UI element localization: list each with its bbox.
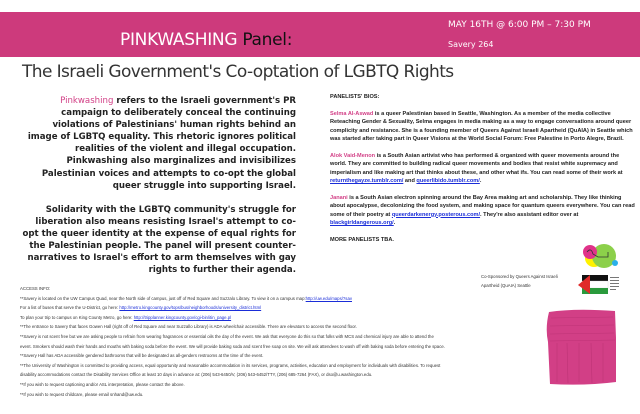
link-queerdarkenergy[interactable]: queerdarkenergy.posterous.com/ xyxy=(391,211,481,218)
access-line: disability accommodations contact the Di… xyxy=(20,372,373,378)
pink-paint-swatch xyxy=(546,309,616,385)
header-banner: PINKWASHING Panel: MAY 16TH @ 6:00 PM – … xyxy=(0,12,640,57)
access-line: **The entrance to Savery that faces Gowe… xyxy=(20,324,357,330)
access-line: **Savery is not scent free but we are as… xyxy=(20,333,434,339)
title-panel: Panel: xyxy=(242,30,293,50)
page-title: The Israeli Government's Co-optation of … xyxy=(22,62,454,82)
link-blackgirldangerous[interactable]: blackgirldangerous.org/ xyxy=(330,220,394,227)
metro-buses-link[interactable]: http://metro.kingcounty.gov/tops/bus/nei… xyxy=(119,305,262,311)
bio-text: . They're also assistant editor over at xyxy=(480,211,579,218)
bio-janani: Janani is a South Asian electron spinnin… xyxy=(330,194,635,227)
quaia-logo-icon xyxy=(583,244,618,268)
access-heading: ACCESS INFO: xyxy=(20,286,51,291)
access-line: For a list of buses that serve the U-Dis… xyxy=(20,303,620,313)
bio-text: is a South Asian artivist who has perfor… xyxy=(330,152,623,176)
bio-selma: Selma Al-Aswad is a queer Palestinian ba… xyxy=(330,110,635,144)
bio-text: is a queer Palestinian based in Seattle,… xyxy=(330,110,633,143)
access-line: **Savery is located on the UW Campus Qua… xyxy=(20,294,620,304)
trip-planner-link[interactable]: http://tripplanner.kingcounty.gov/cgi-bi… xyxy=(133,314,232,320)
access-line: To plan your trip to campus on King Coun… xyxy=(20,313,620,323)
access-line: **The University of Washington is commit… xyxy=(20,362,441,368)
event-room: Savery 264 xyxy=(448,40,494,49)
access-line: **Savery Hall has ADA accessible gendere… xyxy=(20,353,264,359)
panelist-bios: PANELISTS' BIOS: Selma Al-Aswad is a que… xyxy=(330,93,635,253)
title-main: PINKWASHING xyxy=(120,30,238,50)
cosponsor-line: Co-Sponsored by Queers Against Israeli xyxy=(481,274,558,279)
access-text: **Savery is located on the UW Campus Qua… xyxy=(20,295,306,301)
intro-text: Pinkwashing refers to the Israeli govern… xyxy=(22,95,296,288)
more-panelists: MORE PANELISTS TBA. xyxy=(330,236,394,243)
link-queerlibido[interactable]: queerlibido.tumblr.com/ xyxy=(416,178,480,185)
event-date: MAY 16TH @ 6:00 PM – 7:30 PM xyxy=(448,20,591,30)
intro-p2: Solidarity with the LGBTQ community's st… xyxy=(22,204,296,276)
cosponsor-text: Co-Sponsored by Queers Against Israeli A… xyxy=(481,272,558,290)
cosponsor-line: Apartheid (QuAIA) Seattle xyxy=(481,283,531,288)
access-text: For a list of buses that serve the U-Dis… xyxy=(20,305,120,311)
access-line: event. Smokers should wash their hands a… xyxy=(20,343,445,349)
bio-text: is a South Asian electron spinning aroun… xyxy=(330,194,635,218)
access-text: To plan your trip to campus on King Coun… xyxy=(20,314,134,320)
access-line: **If you wish to request captioning and/… xyxy=(20,381,185,387)
panelist-name: Janani xyxy=(330,194,348,201)
access-line: **If you wish to request childcare, plea… xyxy=(20,391,144,397)
palestine-flag-logo-icon xyxy=(578,275,621,294)
bio-text: and xyxy=(403,178,417,185)
event-title: PINKWASHING Panel: xyxy=(120,30,292,50)
bios-heading: PANELISTS' BIOS: xyxy=(330,94,380,100)
campus-map-link[interactable]: http://uw.edu/maps/?sav xyxy=(305,295,352,301)
panelist-name: Alok Vaid-Menon xyxy=(330,152,376,159)
access-info: ACCESS INFO: **Savery is located on the … xyxy=(20,284,620,399)
panelist-name: Selma Al-Aswad xyxy=(330,110,374,117)
link-returnthegayze[interactable]: returnthegayze.tumblr.com/ xyxy=(330,178,404,185)
highlight-term: Pinkwashing xyxy=(60,96,114,106)
bio-alok: Alok Vaid-Menon is a South Asian artivis… xyxy=(330,152,623,185)
intro-p1: refers to the Israeli government's PR ca… xyxy=(27,96,296,191)
